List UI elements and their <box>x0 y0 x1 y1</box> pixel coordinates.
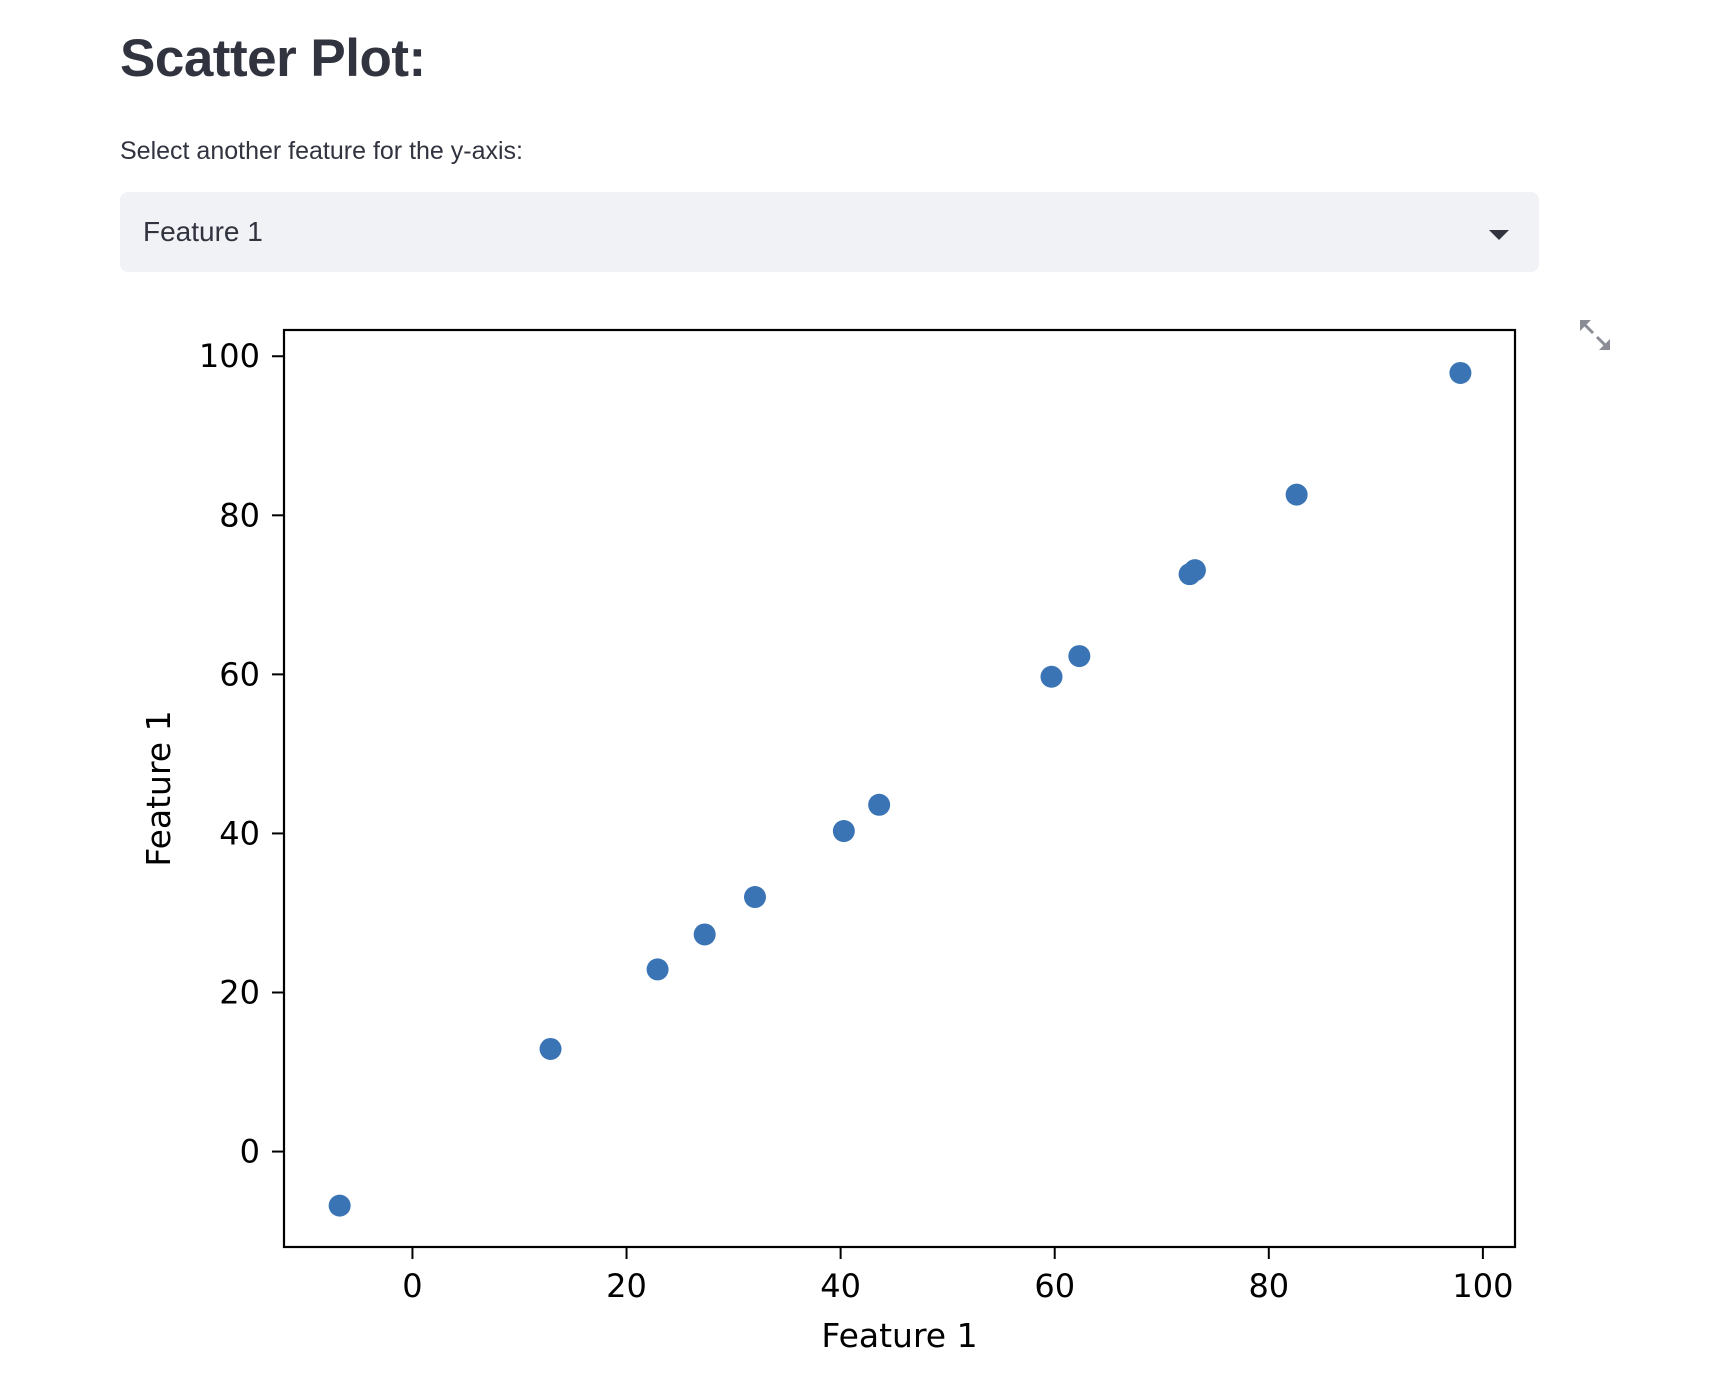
x-tick-label: 100 <box>1452 1267 1513 1305</box>
expand-arrows-icon <box>1580 320 1610 350</box>
x-tick-label: 80 <box>1248 1267 1289 1305</box>
data-point <box>743 886 766 909</box>
data-point <box>1285 483 1308 506</box>
data-point <box>693 923 716 946</box>
y-tick-label: 20 <box>219 973 260 1011</box>
data-point <box>1040 665 1063 688</box>
y-axis-feature-select[interactable]: Feature 1 <box>120 192 1539 272</box>
y-tick-label: 60 <box>219 655 260 693</box>
data-point <box>868 793 891 816</box>
chevron-down-icon <box>1489 230 1509 240</box>
select-value: Feature 1 <box>143 216 263 247</box>
data-point <box>1183 559 1206 582</box>
data-point <box>832 820 855 843</box>
fullscreen-button[interactable] <box>1578 318 1612 352</box>
select-label: Select another feature for the y-axis: <box>120 137 523 165</box>
y-tick-label: 80 <box>219 496 260 534</box>
x-tick-label: 20 <box>606 1267 647 1305</box>
data-point <box>1449 361 1472 384</box>
data-point <box>646 958 669 981</box>
page-title: Scatter Plot: <box>120 29 426 88</box>
data-point <box>1068 645 1091 668</box>
x-tick-label: 60 <box>1034 1267 1075 1305</box>
scatter-chart: 0 20 40 60 80 100 0 20 40 60 80 100 Feature 1 Feature… <box>139 328 1517 1355</box>
data-point <box>539 1037 562 1060</box>
x-tick-label: 40 <box>820 1267 861 1305</box>
plot-frame <box>282 328 1517 1249</box>
x-tick-label: 0 <box>402 1267 422 1305</box>
x-axis-label: Feature 1 <box>821 1316 977 1355</box>
y-tick-label: 40 <box>219 814 260 852</box>
y-tick-label: 100 <box>199 337 260 375</box>
data-point <box>328 1194 351 1217</box>
y-tick-label: 0 <box>240 1133 260 1171</box>
y-axis-label: Feature 1 <box>139 710 178 866</box>
